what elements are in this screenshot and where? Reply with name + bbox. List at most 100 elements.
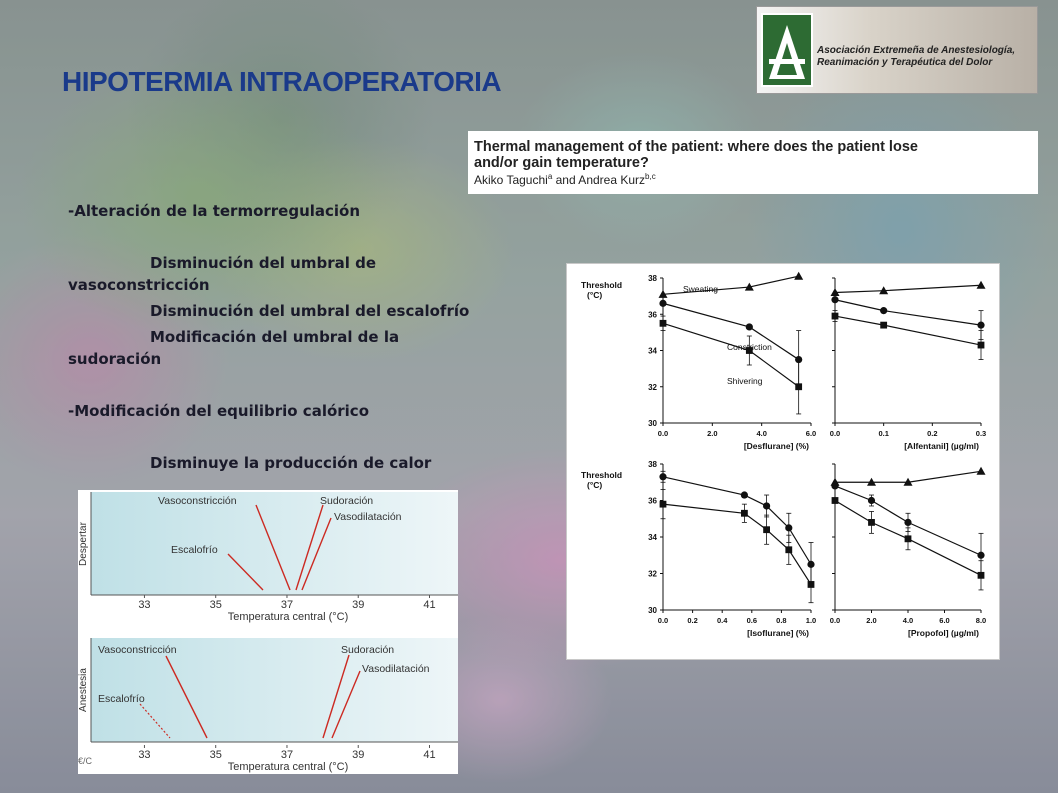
panel-anestesia bbox=[91, 638, 458, 742]
data-point-square bbox=[795, 383, 803, 391]
data-point-square bbox=[868, 519, 875, 526]
xtick-label: 2.0 bbox=[707, 429, 717, 438]
panel-label-anestesia: Anestesia bbox=[78, 668, 89, 712]
ytick-label: 32 bbox=[648, 570, 657, 579]
series-line bbox=[834, 284, 982, 294]
data-point-triangle bbox=[976, 466, 986, 475]
ylabel-top-threshold: Threshold bbox=[581, 280, 622, 290]
data-point-triangle bbox=[976, 280, 986, 289]
data-point-square bbox=[763, 526, 770, 534]
label-vasodilatacion-bottom: Vasodilatación bbox=[362, 663, 430, 675]
line-escalofrio-bottom bbox=[139, 703, 171, 739]
data-point-triangle bbox=[867, 477, 876, 486]
data-point-triangle bbox=[744, 282, 754, 291]
panel-despertar bbox=[91, 492, 458, 595]
logo-text: Asociación Extremeña de Anestesiología, … bbox=[817, 45, 1016, 68]
xtick-label: 33 bbox=[138, 599, 150, 611]
data-point-square bbox=[807, 581, 815, 588]
xlabel-bottom: Temperatura central (°C) bbox=[228, 761, 349, 773]
series-line bbox=[835, 470, 982, 483]
label-escalofrio-bottom: Escalofrío bbox=[98, 693, 145, 705]
reference-citation: Thermal management of the patient: where… bbox=[468, 131, 1038, 194]
xtick-label: 39 bbox=[352, 599, 364, 611]
data-point-circle bbox=[831, 296, 839, 304]
bullet-sweating-cont: sudoración bbox=[68, 350, 162, 368]
series-line bbox=[834, 299, 982, 326]
association-logo: Asociación Extremeña de Anestesiología, … bbox=[756, 6, 1038, 94]
label-vasodilatacion-top: Vasodilatación bbox=[334, 511, 402, 523]
bullet-vasoconstriction: Disminución del umbral de bbox=[150, 254, 377, 272]
annotation-sweating: Sweating bbox=[683, 284, 718, 294]
xtick-label: 0.6 bbox=[747, 616, 757, 625]
bullet-heat-production: Disminuye la producción de calor bbox=[150, 454, 432, 472]
chart-desflurane: 30 32 34 36 38 0.0 2.0 4.0 6.0 [Desflurane] (%) bbox=[648, 271, 816, 451]
xtick-label: 33 bbox=[138, 749, 150, 761]
threshold-diagram: Despertar 33 35 37 39 41 Temperatura central… bbox=[78, 490, 458, 774]
series-line bbox=[834, 315, 982, 346]
data-point-circle bbox=[904, 518, 912, 526]
line-vasodilatacion-bottom bbox=[331, 670, 361, 739]
xlabel-top: Temperatura central (°C) bbox=[228, 611, 349, 623]
xtick-label: 0.2 bbox=[927, 429, 937, 438]
x-axis-label: [Propofol] (µg/ml) bbox=[908, 628, 979, 638]
ytick-label: 36 bbox=[648, 497, 657, 506]
x-axis-label: [Desflurane] (%) bbox=[744, 441, 809, 451]
label-escalofrio-top: Escalofrío bbox=[171, 544, 218, 556]
data-point-square bbox=[831, 312, 839, 320]
series-line bbox=[834, 485, 982, 556]
xtick-label: 6.0 bbox=[806, 429, 816, 438]
data-point-circle bbox=[831, 482, 839, 490]
label-sudoracion-top: Sudoración bbox=[320, 495, 373, 507]
data-point-square bbox=[659, 500, 667, 508]
data-point-circle bbox=[659, 473, 667, 481]
data-point-square bbox=[831, 497, 839, 504]
x-axis-label: [Isoflurane] (%) bbox=[747, 628, 809, 638]
label-vasoconstriccion-top: Vasoconstricción bbox=[158, 495, 237, 507]
ytick-label: 30 bbox=[648, 419, 657, 428]
data-point-triangle bbox=[658, 289, 668, 298]
xtick-label: 37 bbox=[281, 599, 293, 611]
xtick-label: 41 bbox=[423, 599, 435, 611]
data-point-square bbox=[659, 319, 667, 327]
xtick-label: 35 bbox=[210, 749, 222, 761]
xtick-label: 1.0 bbox=[806, 616, 816, 625]
data-point-triangle bbox=[830, 288, 840, 296]
ylabel-bottom-unit: (°C) bbox=[587, 480, 602, 490]
threshold-diagram-svg: Despertar 33 35 37 39 41 Temperatura central… bbox=[78, 492, 458, 773]
line-sudoracion-bottom bbox=[322, 654, 350, 739]
xtick-label: 4.0 bbox=[756, 429, 766, 438]
xtick-label: 39 bbox=[352, 749, 364, 761]
xtick-label: 0.3 bbox=[976, 429, 986, 438]
xtick-label: 35 bbox=[210, 599, 222, 611]
xtick-label: 2.0 bbox=[866, 616, 876, 625]
annotation-constriction: Constriction bbox=[727, 342, 772, 352]
data-point-square bbox=[745, 347, 753, 354]
data-point-circle bbox=[977, 551, 985, 559]
xtick-label: 8.0 bbox=[976, 616, 986, 625]
chart-isoflurane: 30 32 34 36 38 0.0 0.2 0.4 0.6 0.8 1.0 [Isoflurane]… bbox=[648, 460, 816, 638]
reference-authors: Akiko Taguchia and Andrea Kurzb,c bbox=[474, 172, 656, 187]
bullet-list: -Alteración de la termorregulación Dismi… bbox=[68, 198, 508, 476]
data-point-circle bbox=[880, 307, 888, 315]
data-point-square bbox=[741, 509, 748, 517]
ylabel-bottom-threshold: Threshold bbox=[581, 470, 622, 480]
chart-propofol: 0.0 2.0 4.0 6.0 8.0 [Propofol] (µg/ml) bbox=[830, 463, 986, 638]
data-point-square bbox=[880, 321, 888, 329]
ylabel-top-unit: (°C) bbox=[587, 290, 602, 300]
data-point-circle bbox=[745, 323, 753, 331]
bullet-vasoconstriction-cont: vasoconstricción bbox=[68, 276, 210, 294]
reference-title: Thermal management of the patient: where… bbox=[474, 139, 918, 171]
x-axis-label: [Alfentanil] (µg/ml) bbox=[904, 441, 979, 451]
chart-alfentanil: 0.0 0.1 0.2 0.3 [Alfentanil] (µg/ml) bbox=[830, 277, 986, 451]
line-sudoracion-top bbox=[295, 504, 324, 591]
annotation-shivering: Shivering bbox=[727, 376, 763, 386]
xtick-label: 0.1 bbox=[878, 429, 888, 438]
bullet-sweating: Modificación del umbral de la bbox=[150, 328, 400, 346]
data-point-triangle bbox=[879, 286, 889, 295]
data-point-circle bbox=[763, 502, 771, 510]
line-vasoconstriccion-bottom bbox=[165, 655, 208, 739]
xtick-label: 0.0 bbox=[830, 429, 840, 438]
ytick-label: 30 bbox=[648, 606, 657, 615]
bullet-shivering: Disminución del umbral del escalofrío bbox=[150, 302, 470, 320]
ytick-label: 32 bbox=[648, 383, 657, 392]
